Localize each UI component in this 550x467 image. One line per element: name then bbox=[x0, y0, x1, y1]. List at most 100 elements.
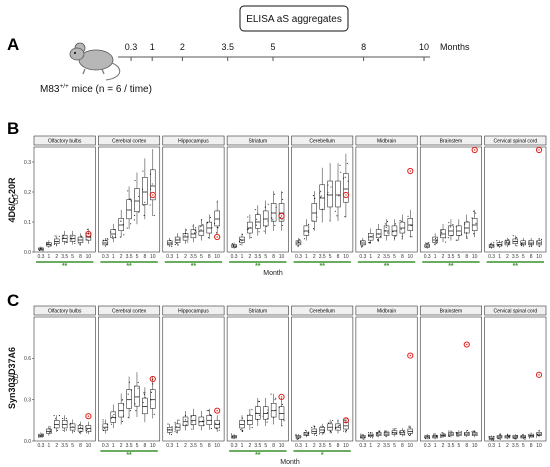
data-point bbox=[176, 242, 178, 244]
data-point bbox=[185, 425, 187, 427]
data-point bbox=[281, 403, 283, 405]
data-point bbox=[320, 426, 322, 428]
data-point bbox=[123, 404, 125, 406]
x-tick-label: 5 bbox=[329, 254, 332, 260]
x-tick-label: 10 bbox=[536, 443, 542, 449]
data-point bbox=[127, 416, 129, 418]
data-point bbox=[521, 243, 523, 245]
data-point bbox=[402, 430, 405, 433]
x-tick-label: 3.5 bbox=[126, 254, 133, 260]
data-point bbox=[528, 240, 530, 242]
data-point bbox=[86, 228, 89, 230]
x-tick-label: 8 bbox=[79, 443, 82, 449]
data-point bbox=[58, 235, 60, 237]
data-point bbox=[168, 244, 170, 246]
data-point bbox=[378, 431, 381, 433]
data-point bbox=[112, 415, 114, 417]
data-point bbox=[475, 222, 477, 224]
data-point bbox=[509, 435, 511, 437]
data-point bbox=[255, 412, 257, 414]
data-point bbox=[200, 229, 202, 231]
data-point bbox=[308, 231, 310, 234]
outlier-point bbox=[152, 194, 154, 196]
x-tick-label: 3.5 bbox=[383, 443, 390, 449]
data-point bbox=[532, 436, 534, 438]
data-point bbox=[137, 387, 139, 389]
data-point bbox=[249, 413, 251, 415]
box bbox=[134, 188, 140, 212]
x-tick-label: 1 bbox=[369, 254, 372, 260]
data-point bbox=[508, 435, 510, 437]
timeline-tick-label: 5 bbox=[270, 42, 275, 52]
x-tick-label: 5 bbox=[457, 443, 460, 449]
data-point bbox=[528, 437, 531, 439]
data-point bbox=[247, 414, 249, 416]
data-point bbox=[169, 239, 172, 242]
data-point bbox=[218, 422, 220, 424]
data-point bbox=[46, 242, 48, 244]
x-tick-label: 3.5 bbox=[190, 254, 197, 260]
data-point bbox=[137, 381, 139, 383]
data-point bbox=[176, 431, 178, 433]
data-point bbox=[53, 243, 55, 245]
data-point bbox=[440, 234, 442, 236]
data-point bbox=[433, 435, 435, 437]
data-point bbox=[272, 219, 274, 221]
data-point bbox=[311, 426, 313, 428]
data-point bbox=[266, 412, 268, 414]
data-point bbox=[520, 244, 522, 246]
data-point bbox=[434, 243, 436, 245]
data-point bbox=[303, 238, 305, 240]
data-point bbox=[49, 429, 51, 431]
data-point bbox=[409, 433, 411, 435]
data-point bbox=[323, 432, 325, 434]
data-point bbox=[529, 436, 531, 438]
data-point bbox=[168, 428, 170, 431]
data-point bbox=[62, 429, 64, 431]
data-point bbox=[135, 410, 137, 412]
box bbox=[110, 411, 116, 423]
data-point bbox=[39, 249, 41, 252]
data-point bbox=[54, 235, 56, 237]
x-tick-label: 8 bbox=[208, 254, 211, 260]
data-point bbox=[471, 431, 473, 433]
data-point bbox=[206, 221, 209, 223]
data-point bbox=[443, 433, 446, 435]
mouse-icon bbox=[69, 42, 121, 81]
outlier-marker bbox=[85, 413, 92, 420]
data-point bbox=[307, 230, 309, 232]
data-point bbox=[121, 399, 123, 401]
data-point bbox=[267, 220, 269, 222]
x-tick-label: 0.3 bbox=[166, 254, 173, 260]
data-point bbox=[144, 201, 146, 203]
data-point bbox=[86, 239, 88, 241]
data-point bbox=[66, 420, 68, 422]
data-point bbox=[520, 245, 522, 247]
data-point bbox=[295, 433, 297, 436]
data-point bbox=[376, 435, 378, 437]
facet-title: Olfactory bulbs bbox=[48, 309, 82, 315]
x-tick-label: 10 bbox=[150, 443, 156, 449]
data-point bbox=[538, 242, 540, 244]
data-point bbox=[407, 434, 409, 436]
data-point bbox=[241, 234, 243, 236]
x-tick-label: 0.3 bbox=[424, 443, 431, 449]
timeline-tick-label: 3.5 bbox=[221, 42, 234, 52]
data-point bbox=[411, 236, 413, 238]
data-point bbox=[532, 435, 534, 437]
data-point bbox=[233, 246, 235, 248]
data-point bbox=[295, 434, 297, 437]
data-point bbox=[134, 385, 136, 387]
data-point bbox=[49, 431, 51, 433]
data-point bbox=[271, 217, 273, 219]
data-point bbox=[522, 244, 524, 246]
data-point bbox=[80, 236, 82, 238]
data-point bbox=[343, 419, 346, 421]
x-tick-label: 3.5 bbox=[126, 443, 133, 449]
outlier-marker bbox=[149, 191, 156, 199]
data-point bbox=[491, 438, 493, 440]
x-tick-label: 1 bbox=[47, 443, 50, 449]
data-point bbox=[251, 409, 253, 411]
data-point bbox=[308, 223, 310, 226]
data-point bbox=[394, 223, 397, 225]
